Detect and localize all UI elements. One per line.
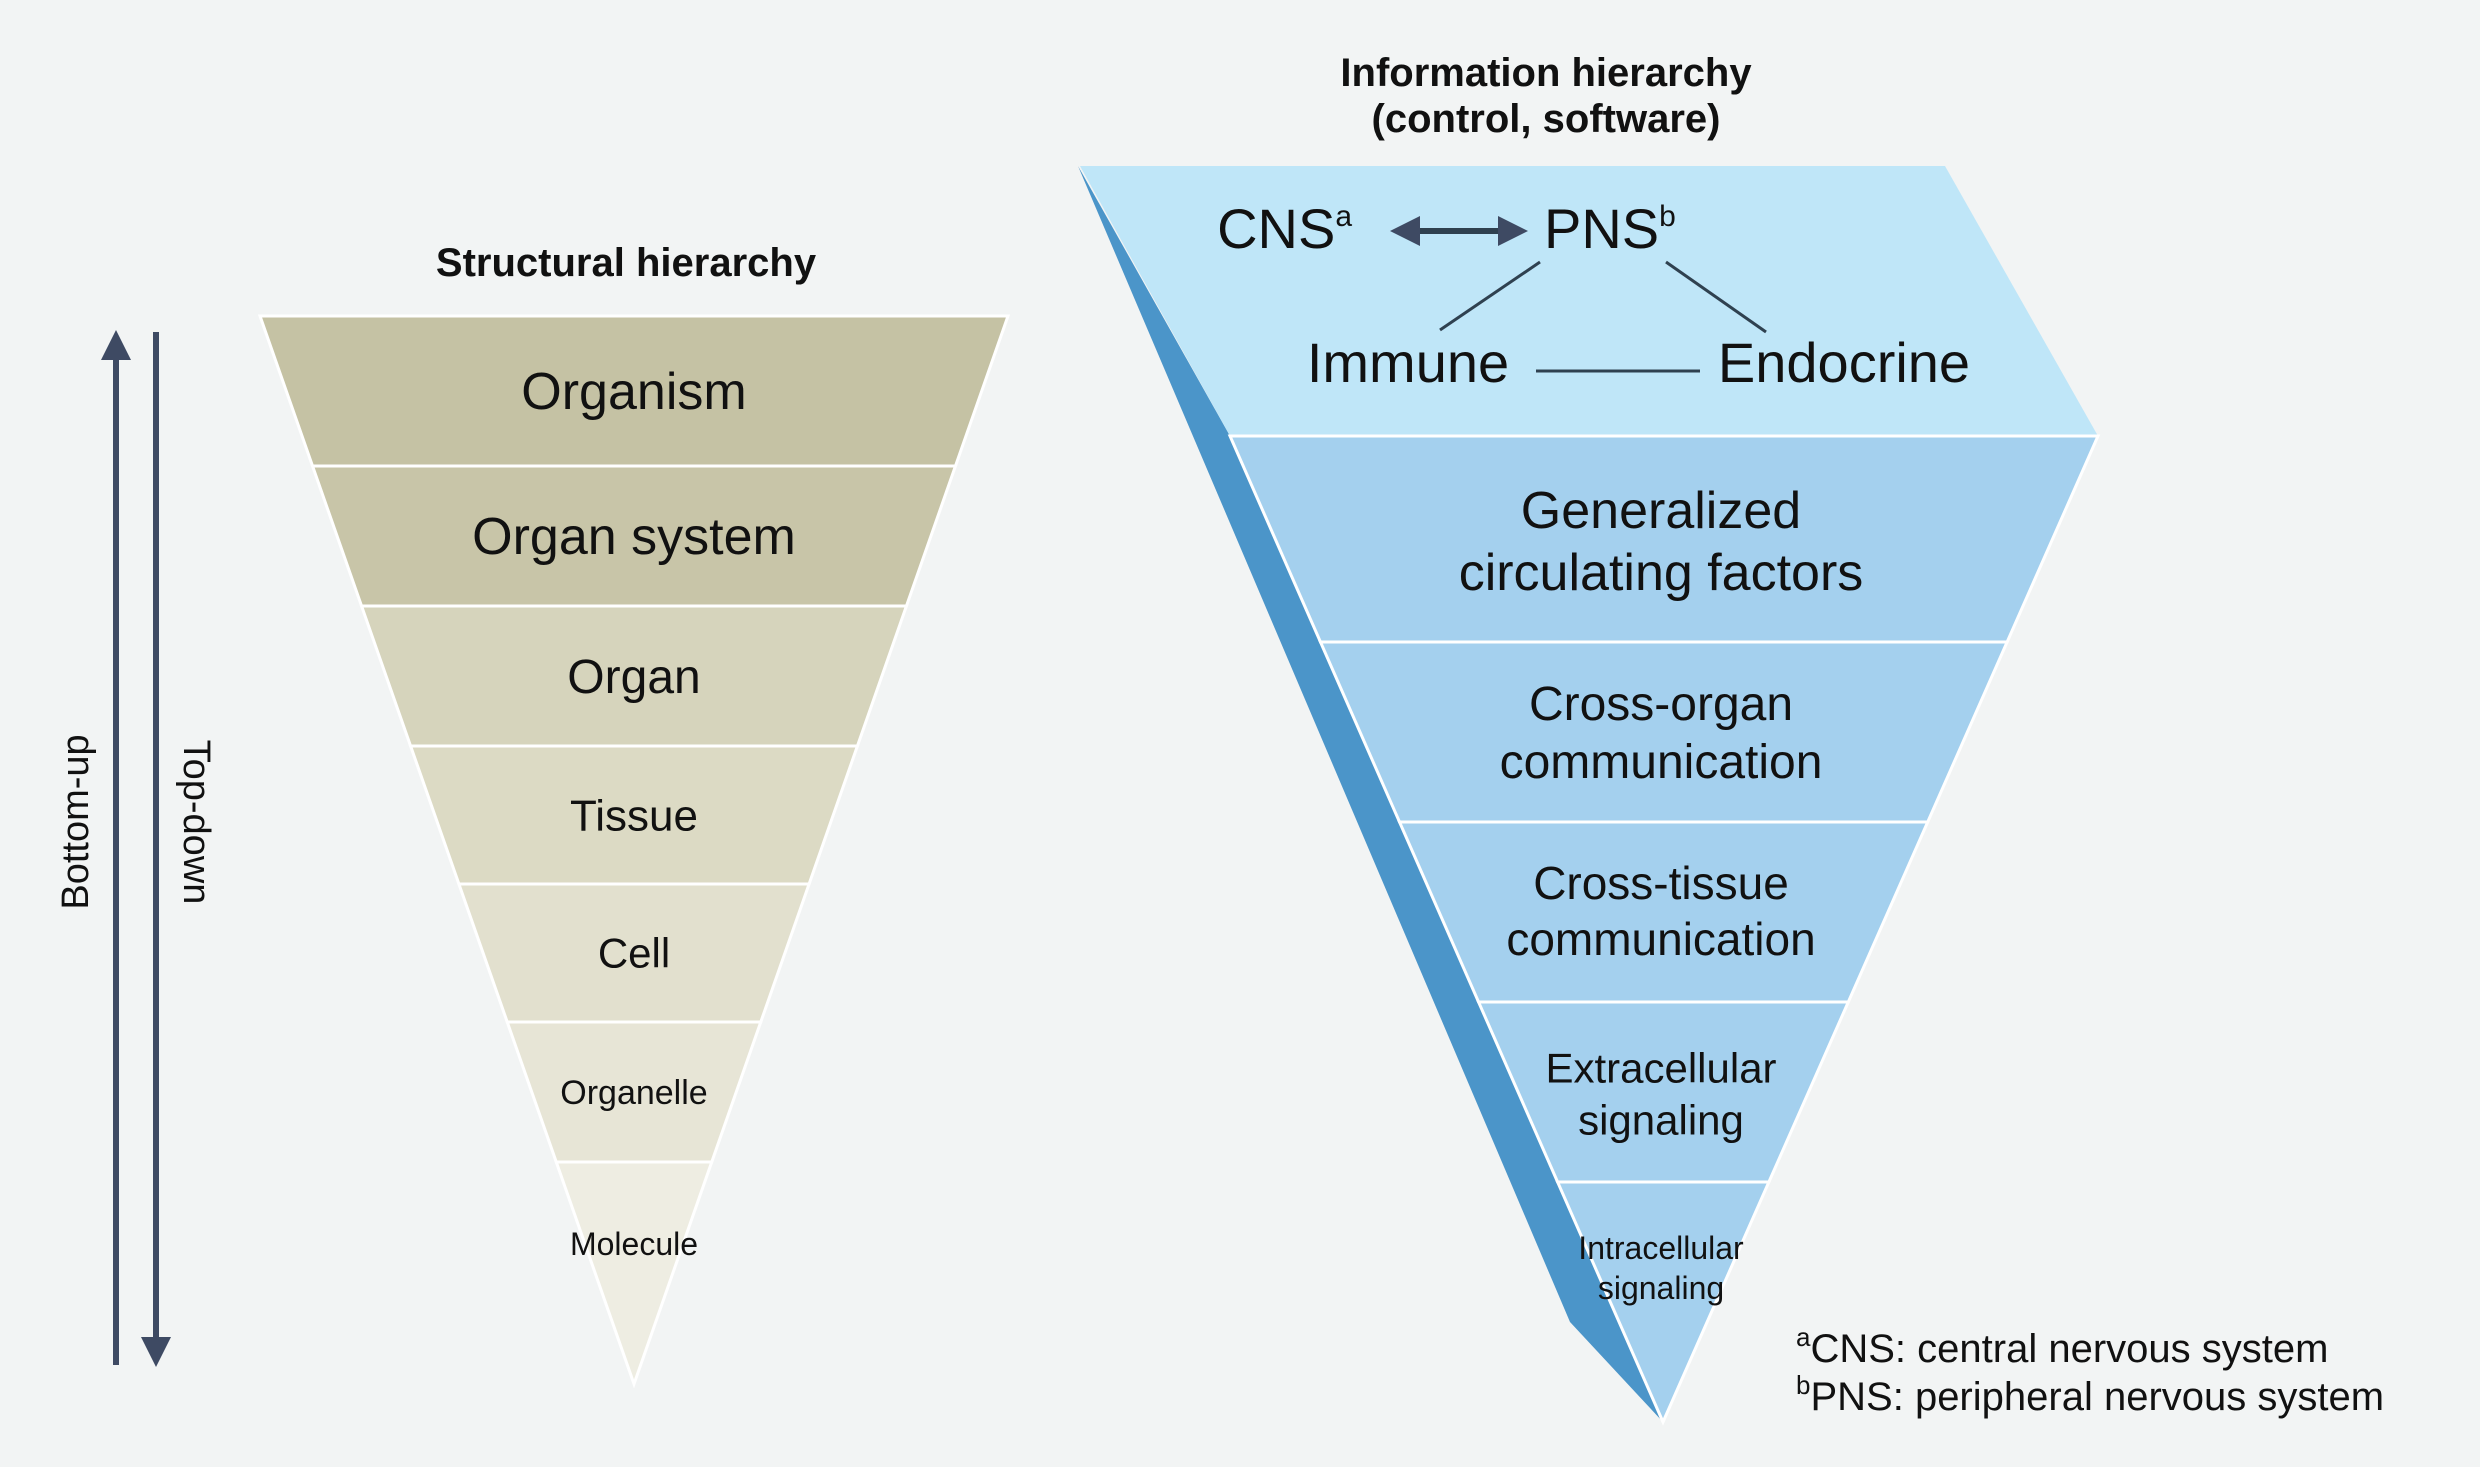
structural-label-organism: Organism [521, 363, 746, 421]
structural-label-tissue: Tissue [570, 791, 698, 840]
information-level-cross-organ-communication [1318, 640, 2010, 824]
footnote-pns: bPNS: peripheral nervous system [1796, 1370, 2384, 1419]
cns-text: CNS [1217, 197, 1335, 260]
structural-pyramid: Organism Organ system Organ Tissue Cell Organ… [257, 314, 1011, 1389]
pns-superscript: b [1659, 200, 1676, 233]
top-down-label: Top-down [175, 740, 217, 905]
structural-label-organ-system: Organ system [472, 508, 796, 566]
footnotes: aCNS: central nervous system bPNS: perip… [1796, 1322, 2384, 1419]
footnote-pns-text: PNS: peripheral nervous system [1810, 1375, 2384, 1419]
information-level-intracellular-signaling [1555, 1180, 1772, 1426]
information-label-cross-organ-communication-line-2: communication [1500, 736, 1823, 789]
cns-label: CNSa [1217, 197, 1352, 260]
information-label-generalized-circulating-factors-line-2: circulating factors [1459, 544, 1864, 602]
information-title-line2: (control, software) [1372, 97, 1721, 141]
direction-arrows: Bottom-up Top-down [55, 330, 217, 1367]
structural-title: Structural hierarchy [436, 241, 817, 285]
information-label-generalized-circulating-factors-line-1: Generalized [1521, 482, 1801, 540]
information-label-extracellular-signaling-line-2: signaling [1578, 1097, 1744, 1144]
footnote-cns: aCNS: central nervous system [1796, 1322, 2328, 1371]
nervous-system-network: CNSa PNSb Immune Endocrine [1217, 197, 1970, 394]
structural-label-organelle: Organelle [560, 1074, 707, 1112]
pns-label: PNSb [1544, 197, 1676, 260]
information-label-cross-tissue-communication-line-1: Cross-tissue [1533, 857, 1789, 909]
pns-endocrine-link [1665, 260, 1767, 334]
immune-label: Immune [1307, 331, 1509, 394]
structural-label-molecule: Molecule [570, 1226, 698, 1262]
footnote-cns-superscript: a [1796, 1322, 1811, 1352]
bottom-up-label: Bottom-up [55, 734, 97, 909]
footnote-pns-superscript: b [1796, 1370, 1810, 1400]
information-label-extracellular-signaling-line-1: Extracellular [1545, 1045, 1776, 1092]
structural-label-organ: Organ [567, 651, 700, 704]
information-title-line1: Information hierarchy [1340, 51, 1752, 95]
top-section [1080, 166, 2098, 436]
pns-immune-link [1439, 260, 1541, 332]
endocrine-label: Endocrine [1718, 331, 1970, 394]
information-label-intracellular-signaling-line-2: signaling [1598, 1270, 1724, 1306]
information-label-cross-organ-communication-line-1: Cross-organ [1529, 678, 1793, 731]
information-label-cross-tissue-communication-line-2: communication [1506, 913, 1815, 965]
pyramid-shadow-edge [1078, 166, 1663, 1422]
structural-level-molecule [554, 1160, 714, 1389]
structural-label-cell: Cell [598, 930, 670, 977]
footnote-cns-text: CNS: central nervous system [1810, 1327, 2328, 1371]
pns-text: PNS [1544, 197, 1659, 260]
information-level-cross-tissue-communication [1397, 820, 1931, 1004]
information-label-intracellular-signaling-line-1: Intracellular [1578, 1230, 1744, 1266]
cns-superscript: a [1335, 200, 1352, 233]
